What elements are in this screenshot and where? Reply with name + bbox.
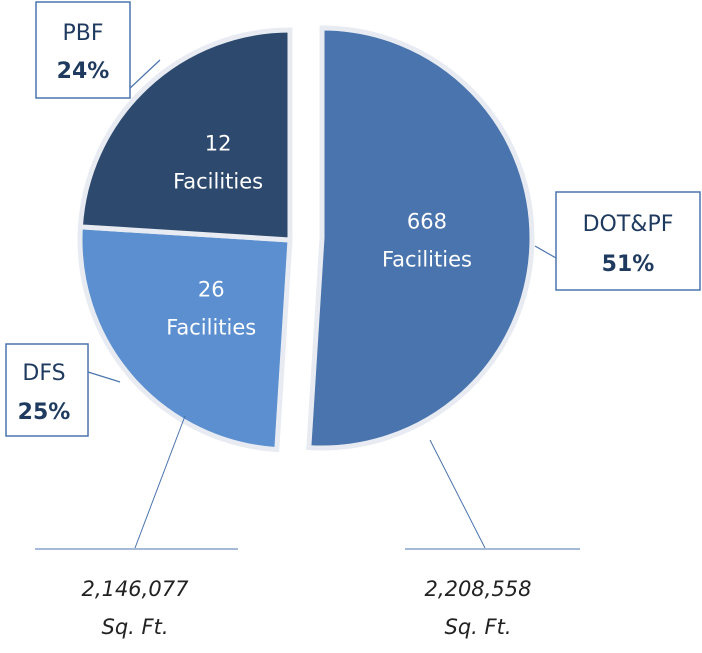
leader-line xyxy=(534,245,557,259)
inner-labels: 668 Facilities 26 Facilities 12 Facilities xyxy=(166,131,472,339)
facility-count: 12 xyxy=(205,131,232,155)
callout-value: 25% xyxy=(18,400,71,425)
slices xyxy=(77,25,535,453)
area-value: 2,146,077 xyxy=(82,577,190,601)
area-value: 2,208,558 xyxy=(425,577,532,601)
facility-count: 26 xyxy=(198,277,225,301)
callout-box xyxy=(35,1,131,99)
area-unit: Sq. Ft. xyxy=(102,615,169,639)
callout: PBF 24% xyxy=(35,1,161,99)
pie-slice xyxy=(77,27,293,243)
leader-line xyxy=(429,439,486,549)
area-annotation: 2,146,077 Sq. Ft. xyxy=(35,415,238,639)
leader-line xyxy=(134,415,186,549)
callout-value: 51% xyxy=(602,252,655,277)
facility-label: Facilities xyxy=(382,247,472,271)
area-unit: Sq. Ft. xyxy=(445,615,512,639)
callout: DOT&PF 51% xyxy=(534,191,701,291)
callout-name: DFS xyxy=(22,361,65,386)
pie-slice xyxy=(306,25,535,451)
facility-count: 668 xyxy=(407,209,447,233)
callout-name: DOT&PF xyxy=(583,212,674,237)
area-annotation: 2,208,558 Sq. Ft. xyxy=(405,439,580,639)
callout-box xyxy=(5,343,89,437)
leader-line xyxy=(87,371,121,383)
callout-box xyxy=(555,191,701,291)
facility-label: Facilities xyxy=(166,315,256,339)
pie-slice xyxy=(77,224,293,453)
facility-label: Facilities xyxy=(173,169,263,193)
callout: DFS 25% xyxy=(5,343,121,437)
leader-line xyxy=(127,59,161,91)
callout-name: PBF xyxy=(62,21,103,46)
callout-value: 24% xyxy=(57,59,110,84)
